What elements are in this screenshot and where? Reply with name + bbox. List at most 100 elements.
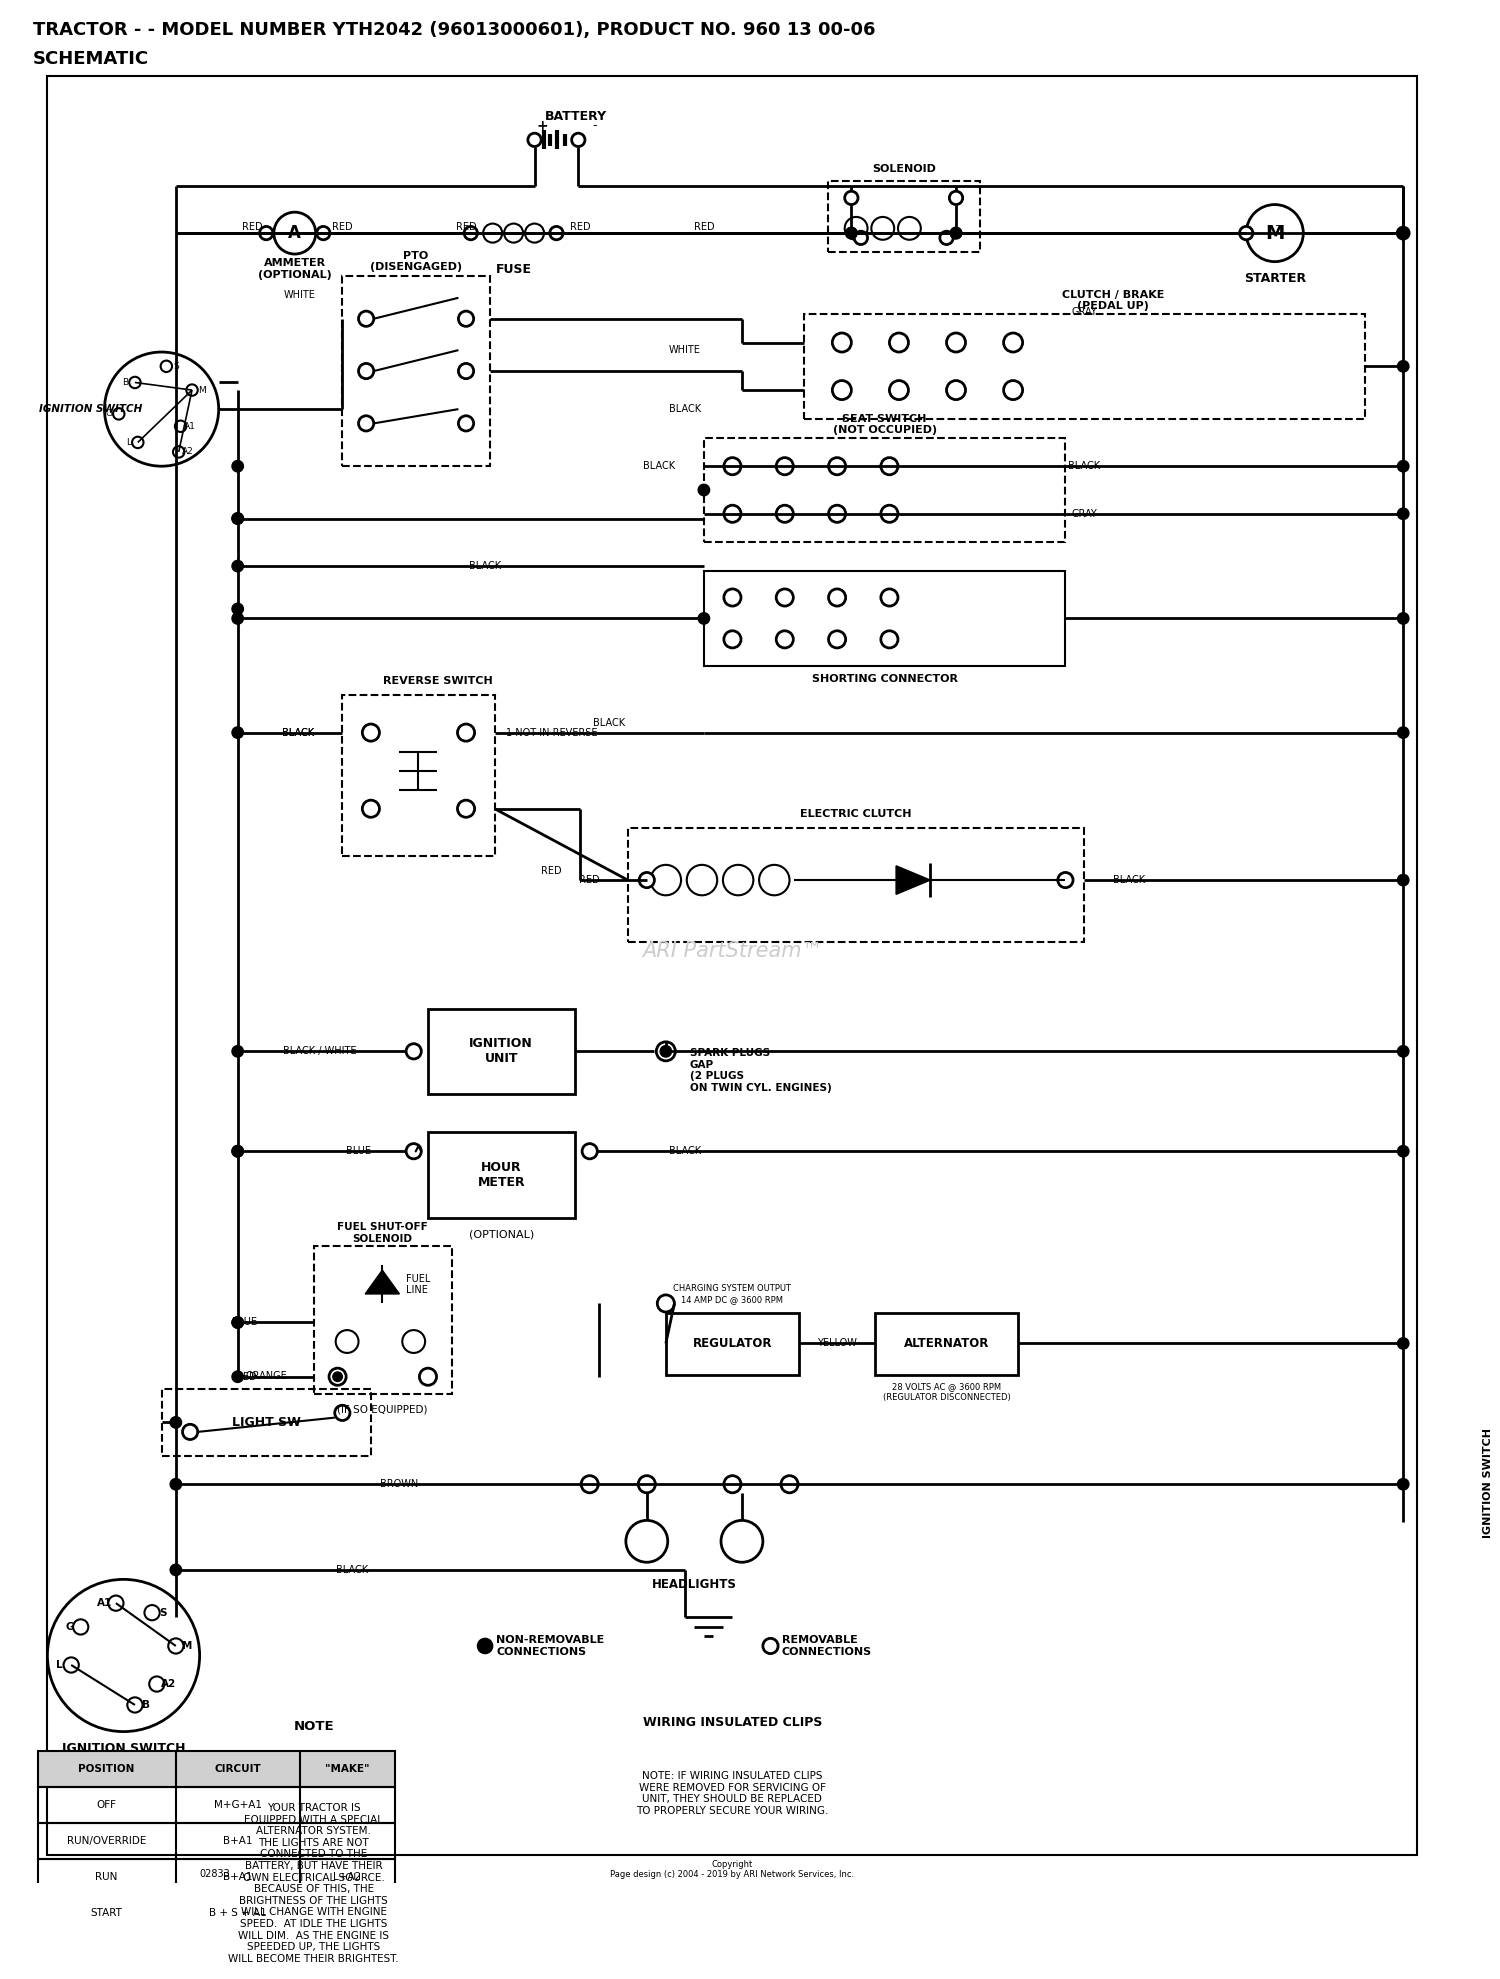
Text: RUN/OVERRIDE: RUN/OVERRIDE (66, 1837, 146, 1846)
Circle shape (722, 1520, 764, 1561)
Circle shape (232, 613, 243, 623)
Text: CHARGING SYSTEM OUTPUT
14 AMP DC @ 3600 RPM: CHARGING SYSTEM OUTPUT 14 AMP DC @ 3600 … (674, 1284, 792, 1304)
Circle shape (406, 1043, 422, 1059)
Circle shape (828, 631, 846, 647)
Circle shape (232, 604, 243, 615)
Text: NOTE: NOTE (294, 1720, 334, 1734)
Text: LIGHT SW: LIGHT SW (232, 1415, 300, 1429)
Circle shape (724, 631, 741, 647)
Circle shape (260, 226, 273, 239)
Circle shape (358, 416, 374, 431)
Circle shape (232, 513, 243, 524)
Text: SEAT SWITCH
(NOT OCCUPIED): SEAT SWITCH (NOT OCCUPIED) (833, 414, 936, 435)
Circle shape (1246, 204, 1304, 261)
Text: NOTE: IF WIRING INSULATED CLIPS
WERE REMOVED FOR SERVICING OF
UNIT, THEY SHOULD : NOTE: IF WIRING INSULATED CLIPS WERE REM… (636, 1771, 828, 1817)
Circle shape (1398, 726, 1408, 738)
Text: IGNITION SWITCH: IGNITION SWITCH (39, 404, 142, 414)
Text: START: START (90, 1908, 123, 1918)
Circle shape (528, 133, 542, 146)
Text: B+A1: B+A1 (224, 1872, 252, 1882)
Circle shape (776, 631, 794, 647)
Circle shape (402, 1330, 424, 1354)
Text: B: B (142, 1700, 150, 1710)
Circle shape (828, 590, 846, 606)
Bar (342, 275, 490, 467)
Text: SCHEMATIC: SCHEMATIC (33, 49, 150, 67)
Text: SHORTING CONNECTOR: SHORTING CONNECTOR (812, 675, 957, 685)
Text: L: L (126, 437, 130, 447)
Text: BLACK: BLACK (282, 728, 314, 738)
Text: YOUR TRACTOR IS
EQUIPPED WITH A SPECIAL
ALTERNATOR SYSTEM.
THE LIGHTS ARE NOT
CO: YOUR TRACTOR IS EQUIPPED WITH A SPECIAL … (228, 1803, 399, 1963)
Bar (804, 315, 1365, 420)
Circle shape (1058, 873, 1072, 889)
Text: A1: A1 (98, 1599, 112, 1609)
Circle shape (458, 724, 474, 742)
Circle shape (950, 192, 963, 204)
Text: B + S + A1: B + S + A1 (209, 1908, 267, 1918)
Circle shape (1398, 1478, 1408, 1490)
Text: RED: RED (693, 222, 714, 232)
Circle shape (890, 332, 909, 352)
Circle shape (724, 1476, 741, 1492)
Text: NON-REMOVABLE
CONNECTIONS: NON-REMOVABLE CONNECTIONS (496, 1635, 604, 1656)
Circle shape (764, 1639, 778, 1654)
Circle shape (176, 420, 186, 431)
Circle shape (1004, 332, 1023, 352)
Bar (38, 1858, 394, 1896)
Circle shape (651, 865, 681, 895)
Bar (162, 1389, 370, 1457)
Circle shape (724, 590, 741, 606)
Circle shape (776, 457, 794, 475)
Text: SPARK PLUGS
GAP
(2 PLUGS
ON TWIN CYL. ENGINES): SPARK PLUGS GAP (2 PLUGS ON TWIN CYL. EN… (690, 1049, 831, 1092)
Circle shape (880, 505, 898, 522)
Circle shape (128, 1698, 142, 1712)
Bar (38, 1823, 394, 1858)
Circle shape (880, 590, 898, 606)
Text: ELECTRIC CLUTCH: ELECTRIC CLUTCH (801, 809, 912, 819)
Text: WHITE: WHITE (669, 344, 700, 354)
Circle shape (1398, 613, 1408, 623)
Circle shape (880, 631, 898, 647)
Circle shape (657, 1294, 675, 1312)
Text: RED: RED (542, 865, 562, 875)
Circle shape (232, 560, 243, 572)
Circle shape (132, 437, 144, 447)
Text: TRACTOR - - MODEL NUMBER YTH2042 (96013000601), PRODUCT NO. 960 13 00-06: TRACTOR - - MODEL NUMBER YTH2042 (960130… (33, 22, 876, 40)
Circle shape (1398, 509, 1408, 518)
Text: "MAKE": "MAKE" (326, 1763, 369, 1773)
Circle shape (687, 865, 717, 895)
Text: YELLOW: YELLOW (818, 1338, 856, 1348)
Text: BLACK: BLACK (470, 562, 501, 572)
Text: S: S (159, 1607, 166, 1617)
Text: BLACK: BLACK (644, 461, 675, 471)
Text: BLACK: BLACK (1068, 461, 1101, 471)
Text: IGNITION
UNIT: IGNITION UNIT (470, 1037, 532, 1065)
Text: (IF SO EQUIPPED): (IF SO EQUIPPED) (338, 1403, 427, 1415)
Circle shape (951, 228, 962, 239)
Text: G: G (64, 1623, 74, 1633)
Text: STARTER: STARTER (1244, 273, 1306, 285)
Circle shape (759, 865, 789, 895)
Text: POSITION: POSITION (78, 1763, 135, 1773)
Circle shape (186, 384, 198, 396)
Circle shape (63, 1656, 80, 1672)
Text: BLACK: BLACK (336, 1565, 368, 1575)
Circle shape (108, 1595, 123, 1611)
Circle shape (232, 1146, 243, 1158)
Text: BLACK: BLACK (282, 728, 314, 738)
Bar (427, 1009, 576, 1094)
Bar (828, 180, 980, 251)
Circle shape (334, 1405, 350, 1421)
Text: BLUE: BLUE (231, 1318, 256, 1328)
Circle shape (582, 1144, 597, 1160)
Circle shape (328, 1367, 346, 1385)
Bar (38, 1896, 394, 1932)
Bar (874, 1312, 1019, 1375)
Text: BATTERY: BATTERY (544, 109, 606, 123)
Circle shape (363, 724, 380, 742)
Bar (628, 827, 1084, 942)
Circle shape (406, 1144, 422, 1160)
Text: FUEL
LINE: FUEL LINE (406, 1274, 430, 1294)
Circle shape (844, 192, 858, 204)
Circle shape (828, 505, 846, 522)
